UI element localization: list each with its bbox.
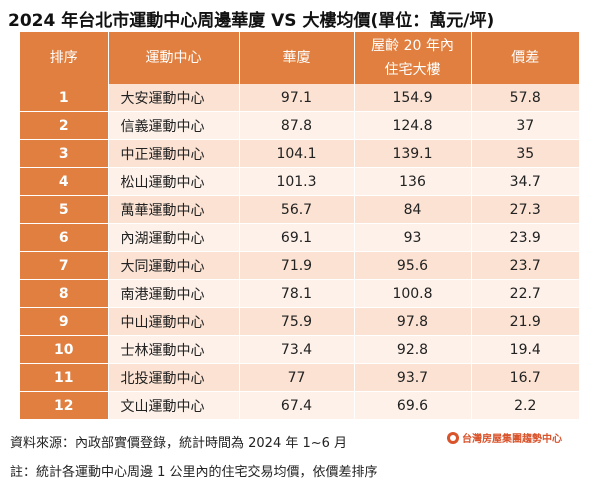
- huasha-price-cell: 104.1: [239, 139, 355, 168]
- center-name-cell: 內湖運動中心: [108, 223, 240, 252]
- price-diff-cell: 16.7: [471, 363, 579, 392]
- price-diff-cell: 57.8: [471, 84, 579, 112]
- center-name-cell: 文山運動中心: [108, 391, 240, 420]
- price-diff-cell: 34.7: [471, 167, 579, 196]
- center-name-cell: 北投運動中心: [108, 363, 240, 392]
- price-diff-cell: 35: [471, 139, 579, 168]
- table-row: 8 南港運動中心 78.1 100.8 22.7: [20, 279, 579, 308]
- rank-cell: 11: [20, 363, 109, 392]
- rank-cell: 1: [20, 84, 109, 112]
- header-center: 運動中心: [108, 32, 240, 84]
- building-price-cell: 93: [354, 223, 472, 252]
- building-price-cell: 92.8: [354, 335, 472, 364]
- header-building: 屋齡 20 年內 住宅大樓: [354, 32, 472, 84]
- logo-text: 台灣房屋集團趨勢中心: [462, 434, 562, 445]
- rank-cell: 4: [20, 167, 109, 196]
- rank-cell: 2: [20, 111, 109, 140]
- building-price-cell: 69.6: [354, 391, 472, 420]
- center-name-cell: 大安運動中心: [108, 84, 240, 112]
- source-note: 資料來源：內政部實價登錄，統計時間為 2024 年 1~6 月: [10, 436, 348, 451]
- table-row: 5 萬華運動中心 56.7 84 27.3: [20, 195, 579, 224]
- price-diff-cell: 21.9: [471, 307, 579, 336]
- huasha-price-cell: 69.1: [239, 223, 355, 252]
- building-price-cell: 100.8: [354, 279, 472, 308]
- center-name-cell: 中山運動中心: [108, 307, 240, 336]
- brand-logo: 台灣房屋集團趨勢中心: [447, 430, 562, 445]
- center-name-cell: 松山運動中心: [108, 167, 240, 196]
- logo-mark-icon: [447, 431, 459, 444]
- table-row: 4 松山運動中心 101.3 136 34.7: [20, 167, 579, 196]
- rank-cell: 12: [20, 391, 109, 420]
- header-diff: 價差: [471, 32, 579, 84]
- building-price-cell: 139.1: [354, 139, 472, 168]
- page-title: 2024 年台北市運動中心周邊華廈 VS 大樓均價(單位：萬元/坪): [8, 11, 495, 31]
- center-name-cell: 大同運動中心: [108, 251, 240, 280]
- table-row: 2 信義運動中心 87.8 124.8 37: [20, 111, 579, 140]
- huasha-price-cell: 71.9: [239, 251, 355, 280]
- price-diff-cell: 37: [471, 111, 579, 140]
- table-row: 9 中山運動中心 75.9 97.8 21.9: [20, 307, 579, 336]
- building-price-cell: 124.8: [354, 111, 472, 140]
- rank-cell: 7: [20, 251, 109, 280]
- huasha-price-cell: 87.8: [239, 111, 355, 140]
- rank-cell: 3: [20, 139, 109, 168]
- huasha-price-cell: 73.4: [239, 335, 355, 364]
- table-row: 3 中正運動中心 104.1 139.1 35: [20, 139, 579, 168]
- huasha-price-cell: 67.4: [239, 391, 355, 420]
- huasha-price-cell: 101.3: [239, 167, 355, 196]
- center-name-cell: 中正運動中心: [108, 139, 240, 168]
- table-row: 11 北投運動中心 77 93.7 16.7: [20, 363, 579, 392]
- rank-cell: 10: [20, 335, 109, 364]
- huasha-price-cell: 77: [239, 363, 355, 392]
- huasha-price-cell: 75.9: [239, 307, 355, 336]
- building-price-cell: 95.6: [354, 251, 472, 280]
- rank-cell: 8: [20, 279, 109, 308]
- huasha-price-cell: 78.1: [239, 279, 355, 308]
- price-diff-cell: 23.9: [471, 223, 579, 252]
- rank-cell: 5: [20, 195, 109, 224]
- table-row: 1 大安運動中心 97.1 154.9 57.8: [20, 84, 579, 112]
- price-diff-cell: 23.7: [471, 251, 579, 280]
- price-diff-cell: 27.3: [471, 195, 579, 224]
- header-building-line2: 住宅大樓: [384, 62, 441, 78]
- price-diff-cell: 2.2: [471, 391, 579, 420]
- price-diff-cell: 22.7: [471, 279, 579, 308]
- huasha-price-cell: 56.7: [239, 195, 355, 224]
- center-name-cell: 萬華運動中心: [108, 195, 240, 224]
- price-table: 排序 運動中心 華廈 屋齡 20 年內 住宅大樓 價差 1 大安運動中心 97.1 1…: [20, 32, 579, 420]
- rank-cell: 9: [20, 307, 109, 336]
- table-row: 12 文山運動中心 67.4 69.6 2.2: [20, 391, 579, 420]
- header-building-line1: 屋齡 20 年內: [371, 38, 454, 54]
- building-price-cell: 136: [354, 167, 472, 196]
- rank-cell: 6: [20, 223, 109, 252]
- table-header-row: 排序 運動中心 華廈 屋齡 20 年內 住宅大樓 價差: [20, 32, 579, 84]
- building-price-cell: 154.9: [354, 84, 472, 112]
- footnote: 註：統計各運動中心周邊 1 公里內的住宅交易均價，依價差排序: [10, 465, 378, 480]
- center-name-cell: 南港運動中心: [108, 279, 240, 308]
- huasha-price-cell: 97.1: [239, 84, 355, 112]
- center-name-cell: 士林運動中心: [108, 335, 240, 364]
- building-price-cell: 97.8: [354, 307, 472, 336]
- building-price-cell: 93.7: [354, 363, 472, 392]
- header-rank: 排序: [20, 32, 109, 84]
- building-price-cell: 84: [354, 195, 472, 224]
- header-huasha: 華廈: [239, 32, 355, 84]
- table-row: 7 大同運動中心 71.9 95.6 23.7: [20, 251, 579, 280]
- center-name-cell: 信義運動中心: [108, 111, 240, 140]
- table-body: 1 大安運動中心 97.1 154.9 57.8 2 信義運動中心 87.8 124.8 37 3 中…: [20, 84, 579, 420]
- price-diff-cell: 19.4: [471, 335, 579, 364]
- table-row: 10 士林運動中心 73.4 92.8 19.4: [20, 335, 579, 364]
- table-row: 6 內湖運動中心 69.1 93 23.9: [20, 223, 579, 252]
